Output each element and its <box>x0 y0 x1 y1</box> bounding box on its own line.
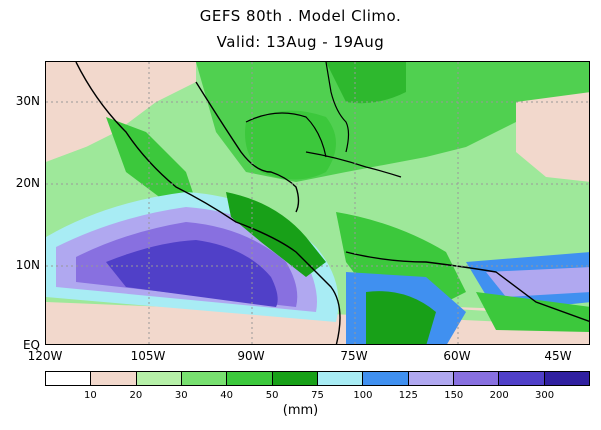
lon-label-90w: 90W <box>237 349 265 363</box>
lat-label-10n: 10N <box>15 258 40 272</box>
pacific-coastline <box>75 62 341 344</box>
florida-outline <box>325 62 350 153</box>
colorbar-labels: 10 20 30 40 50 75 100 125 150 200 300 <box>45 390 590 404</box>
west-mexico-core <box>106 117 196 202</box>
colorbar-swatch <box>544 372 589 385</box>
lon-label-120w: 120W <box>27 349 63 363</box>
colorbar-swatch <box>181 372 228 385</box>
gulf-coast-us <box>245 112 327 158</box>
valid-period: Valid: 13Aug - 19Aug <box>216 33 385 51</box>
colorbar-swatch <box>499 372 545 385</box>
colorbar-tick-label: 40 <box>220 390 234 401</box>
map-title: GEFS 80th . Model Climo. <box>199 7 402 25</box>
unit-label: (mm) <box>282 403 319 418</box>
central-america-core <box>226 192 326 277</box>
colorbar-tick-label: 100 <box>353 390 373 401</box>
lon-label-60w: 60W <box>443 349 471 363</box>
colorbar-swatch <box>272 372 318 385</box>
colorbar-swatch <box>453 372 500 385</box>
lon-label-45w: 45W <box>544 349 572 363</box>
precipitation-map <box>45 61 590 345</box>
colorbar-swatch <box>317 372 364 385</box>
colorbar-tick-label: 30 <box>174 390 188 401</box>
colorbar-tick-label: 50 <box>265 390 279 401</box>
colorbar-tick-label: 200 <box>489 390 509 401</box>
atlantic-itcz-core <box>486 267 589 297</box>
gulf-coastline <box>195 81 300 213</box>
colorbar-swatch <box>91 372 137 385</box>
gulf-core <box>245 110 336 180</box>
cuba-outline <box>305 151 402 178</box>
colorbar-tick-label: 125 <box>398 390 418 401</box>
graticule <box>46 62 589 344</box>
guiana-zone <box>476 292 589 332</box>
lat-label-eq: EQ <box>22 338 40 352</box>
itcz-core <box>106 240 278 307</box>
colorbar-swatch <box>363 372 409 385</box>
mexico-dry-zone <box>46 62 196 162</box>
colorbar-tick-label: 10 <box>84 390 97 401</box>
map-canvas <box>46 62 589 344</box>
colorbar <box>45 371 590 386</box>
lon-label-105w: 105W <box>130 349 166 363</box>
colorbar-tick-label: 150 <box>444 390 464 401</box>
atlantic-dry-zone <box>516 92 589 182</box>
colorbar-tick-label: 20 <box>129 390 143 401</box>
lat-label-30n: 30N <box>15 94 40 108</box>
colorbar-swatch <box>227 372 273 385</box>
colorbar-tick-label: 75 <box>311 390 324 401</box>
lat-label-20n: 20N <box>15 176 40 190</box>
colorbar-swatch <box>136 372 182 385</box>
south-america-coast <box>345 251 589 323</box>
colorbar-swatch <box>408 372 454 385</box>
colombia-core <box>366 291 436 344</box>
colorbar-tick-label: 300 <box>535 390 555 401</box>
southeast-us-core <box>326 62 406 104</box>
colorbar-swatch <box>46 372 92 385</box>
lon-label-75w: 75W <box>340 349 368 363</box>
